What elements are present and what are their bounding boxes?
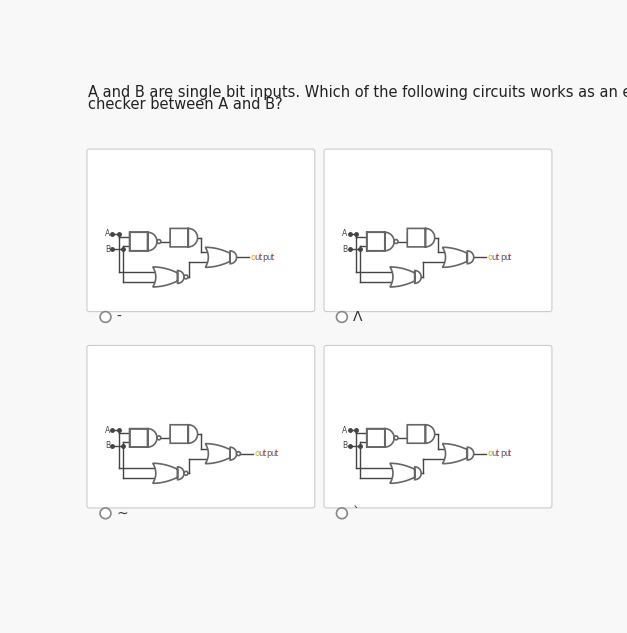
Polygon shape — [153, 463, 184, 483]
Text: u: u — [492, 449, 497, 458]
Text: B: B — [105, 245, 110, 254]
Text: u: u — [492, 253, 497, 262]
Text: t: t — [271, 253, 274, 262]
Polygon shape — [367, 429, 394, 447]
Text: B: B — [342, 245, 347, 254]
Polygon shape — [443, 444, 474, 463]
Text: u: u — [258, 449, 264, 458]
Circle shape — [157, 239, 161, 244]
Text: Λ: Λ — [353, 310, 362, 324]
Text: u: u — [270, 449, 276, 458]
Circle shape — [184, 275, 188, 279]
Polygon shape — [390, 267, 421, 287]
Circle shape — [236, 452, 240, 456]
Text: u: u — [255, 253, 260, 262]
Text: checker between A and B?: checker between A and B? — [88, 97, 282, 112]
Polygon shape — [130, 429, 157, 447]
Circle shape — [394, 239, 398, 244]
Text: u: u — [503, 253, 509, 262]
Text: A: A — [105, 425, 110, 435]
Circle shape — [100, 311, 111, 322]
Circle shape — [394, 436, 398, 440]
Text: p: p — [266, 449, 272, 458]
Circle shape — [100, 508, 111, 518]
Polygon shape — [390, 463, 421, 483]
Circle shape — [337, 311, 347, 322]
Polygon shape — [408, 425, 435, 443]
Text: A: A — [342, 425, 347, 435]
FancyBboxPatch shape — [324, 149, 552, 311]
Text: t: t — [508, 449, 511, 458]
Polygon shape — [153, 267, 184, 287]
Polygon shape — [443, 248, 474, 267]
Text: t: t — [275, 449, 278, 458]
Text: t: t — [496, 449, 499, 458]
Text: ~: ~ — [117, 506, 128, 520]
Polygon shape — [408, 229, 435, 247]
Polygon shape — [205, 248, 236, 267]
Polygon shape — [170, 425, 198, 443]
Text: o: o — [488, 253, 493, 262]
Text: u: u — [503, 449, 509, 458]
Text: A and B are single bit inputs. Which of the following circuits works as an equal: A and B are single bit inputs. Which of … — [88, 85, 627, 100]
Circle shape — [337, 508, 347, 518]
Text: A: A — [105, 229, 110, 238]
Text: o: o — [488, 449, 493, 458]
FancyBboxPatch shape — [324, 346, 552, 508]
Circle shape — [184, 472, 188, 475]
Circle shape — [157, 436, 161, 440]
Text: p: p — [263, 253, 268, 262]
Text: -: - — [117, 310, 121, 324]
Text: t: t — [263, 449, 266, 458]
Text: o: o — [255, 449, 260, 458]
Text: t: t — [258, 253, 262, 262]
Text: t: t — [508, 253, 511, 262]
Polygon shape — [130, 232, 157, 251]
Text: `: ` — [353, 506, 360, 520]
Polygon shape — [367, 232, 394, 251]
Polygon shape — [205, 444, 236, 463]
Text: u: u — [266, 253, 272, 262]
FancyBboxPatch shape — [87, 346, 315, 508]
Text: B: B — [105, 441, 110, 450]
Text: o: o — [251, 253, 256, 262]
Polygon shape — [170, 229, 198, 247]
Text: p: p — [500, 253, 505, 262]
Text: p: p — [500, 449, 505, 458]
Text: t: t — [496, 253, 499, 262]
Text: A: A — [342, 229, 347, 238]
FancyBboxPatch shape — [87, 149, 315, 311]
Text: B: B — [342, 441, 347, 450]
